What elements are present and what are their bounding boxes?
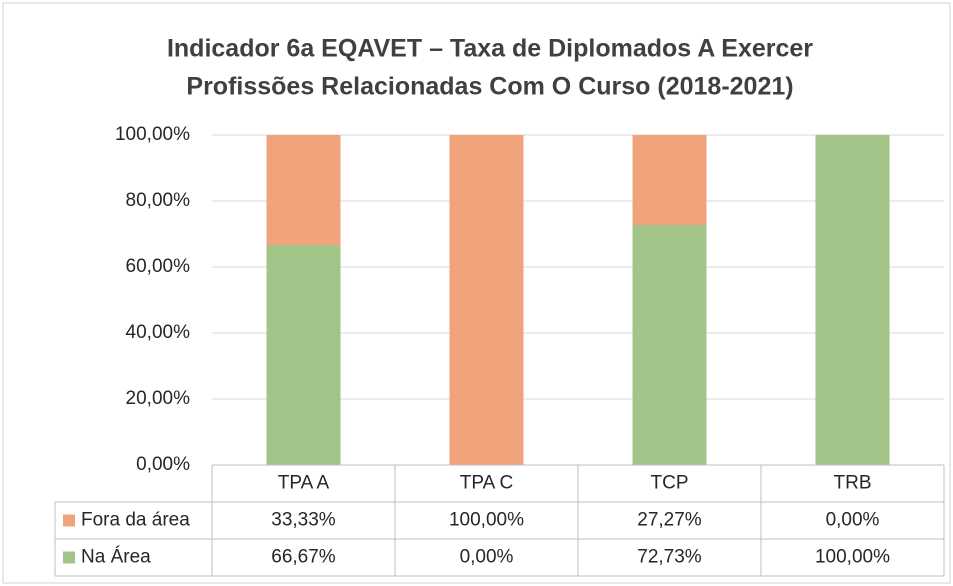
table-value: 0,00% — [826, 510, 880, 531]
bar-segment — [449, 135, 524, 465]
chart-title: Indicador 6a EQAVET – Taxa de Diplomados… — [167, 35, 813, 63]
bar-segment — [815, 135, 890, 465]
y-tick-label: 0,00% — [136, 454, 190, 475]
y-tick-label: 80,00% — [126, 190, 191, 211]
x-tick-label: TPA A — [278, 473, 330, 494]
bar-segment — [266, 135, 341, 245]
table-value: 0,00% — [460, 547, 514, 568]
y-tick-label: 20,00% — [126, 388, 191, 409]
chart-title: Profissões Relacionadas Com O Curso (201… — [186, 73, 793, 101]
bar-segment — [266, 244, 341, 465]
table-value: 66,67% — [271, 547, 336, 568]
y-tick-label: 60,00% — [126, 256, 191, 277]
y-tick-label: 100,00% — [115, 124, 190, 145]
legend-swatch — [63, 514, 75, 527]
y-tick-label: 40,00% — [126, 322, 191, 343]
legend-label: Fora da área — [81, 510, 190, 531]
table-value: 100,00% — [815, 547, 890, 568]
legend-label: Na Área — [81, 547, 151, 568]
table-value: 100,00% — [449, 510, 524, 531]
table-value: 72,73% — [637, 547, 702, 568]
legend-swatch — [63, 551, 75, 564]
x-tick-label: TPA C — [460, 473, 514, 494]
x-tick-label: TRB — [834, 473, 872, 494]
x-tick-label: TCP — [651, 473, 689, 494]
bar-segment — [632, 224, 707, 465]
table-value: 27,27% — [637, 510, 702, 531]
table-value: 33,33% — [271, 510, 336, 531]
bar-segment — [632, 135, 707, 225]
